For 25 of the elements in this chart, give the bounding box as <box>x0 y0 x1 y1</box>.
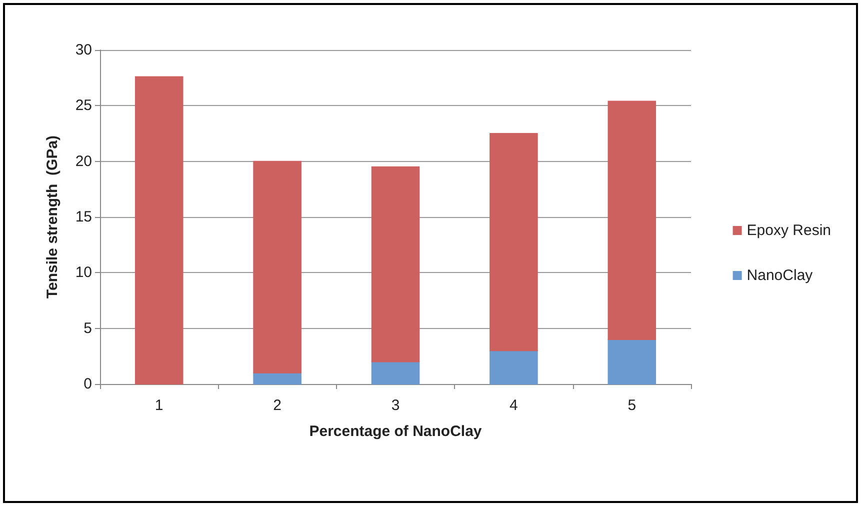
y-tick-label: 0 <box>84 376 92 392</box>
y-axis-title: Tensile strength (GPa) <box>44 135 61 299</box>
x-axis-title: Percentage of NanoClay <box>309 423 482 440</box>
legend-label: Epoxy Resin <box>746 222 832 239</box>
bar <box>608 338 656 384</box>
bar <box>608 100 656 340</box>
y-tick-label: 20 <box>75 152 92 170</box>
legend-label: NanoClay <box>746 267 814 284</box>
bar <box>371 166 420 362</box>
bar <box>371 361 420 384</box>
y-tick-label: 5 <box>84 320 92 337</box>
y-tick-label: 10 <box>75 264 92 282</box>
y-tick-label: 30 <box>75 42 92 58</box>
x-tick-label: 4 <box>510 397 518 414</box>
x-tick-label: 5 <box>628 397 636 414</box>
bar <box>490 133 538 352</box>
x-tick-label: 1 <box>154 397 164 414</box>
y-tick-label: 15 <box>75 208 92 226</box>
x-tick-label: 2 <box>273 397 282 414</box>
bar <box>253 372 302 384</box>
y-tick-label: 25 <box>75 97 92 114</box>
bar <box>490 350 538 384</box>
bar <box>134 76 184 384</box>
bar <box>253 160 302 374</box>
x-tick-label: 3 <box>391 397 400 414</box>
